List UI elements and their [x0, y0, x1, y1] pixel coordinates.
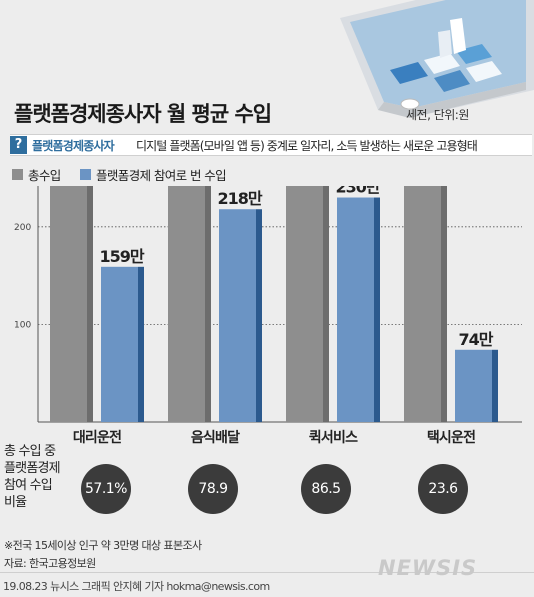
definition-text: 디지털 플랫폼(모바일 앱 등) 중계로 일자리, 소득 발생하는 새로운 고용…	[136, 139, 478, 153]
category-label: 음식배달	[191, 430, 240, 446]
survey-note: ※전국 15세이상 인구 약 3만명 대상 표본조사	[4, 539, 202, 552]
legend-item-platform: 플랫폼경제 참여로 번 수입	[80, 165, 227, 184]
bar-total	[286, 186, 323, 422]
ratio-circle-quick: 86.5	[301, 464, 351, 514]
legend-swatch-platform	[80, 169, 91, 180]
definition-row: ? 플랫폼경제종사자 디지털 플랫폼(모바일 앱 등) 중계로 일자리, 소득 …	[10, 134, 532, 156]
y-tick-label: 100	[14, 320, 31, 330]
ratio-label: 총 수입 중 플랫폼경제 참여 수입 비율	[4, 443, 61, 511]
bar-chart: 100200300279만159만대리운전277만218만음식배달266만230…	[14, 186, 522, 446]
bar-total-side	[441, 186, 447, 422]
bar-total-side	[87, 186, 93, 423]
data-label: 159만	[99, 247, 144, 266]
data-label: 230만	[335, 186, 380, 197]
data-label: 218만	[217, 189, 262, 208]
ratio-label-line: 플랫폼경제	[4, 461, 61, 476]
bar-total	[168, 186, 205, 422]
ratio-circle-food: 78.9	[188, 464, 238, 514]
legend-label-platform: 플랫폼경제 참여로 번 수입	[96, 168, 227, 183]
ratio-label-line: 총 수입 중	[4, 444, 56, 459]
bar-platform-side	[138, 266, 144, 422]
bar-platform	[219, 209, 256, 422]
legend-label-total: 총수입	[28, 168, 61, 183]
bar-total	[50, 186, 87, 423]
bar-platform	[337, 197, 374, 422]
category-label: 대리운전	[73, 429, 121, 446]
bar-platform	[101, 266, 138, 422]
legend-swatch-total	[12, 169, 23, 180]
footer-divider	[0, 572, 534, 573]
bar-platform-side	[256, 209, 262, 422]
credit-line: 19.08.23 뉴시스 그래픽 안지혜 기자 hokma@newsis.com	[3, 580, 270, 593]
newsis-logo: NEWSIS	[378, 556, 478, 580]
bar-total-side	[205, 186, 211, 422]
bar-total	[404, 186, 441, 422]
source-note: 자료: 한국고용정보원	[4, 557, 96, 570]
category-label: 택시운전	[427, 429, 475, 446]
question-icon: ?	[10, 136, 27, 154]
data-label: 74만	[459, 330, 494, 349]
definition-term: 플랫폼경제종사자	[32, 139, 115, 153]
smartphone-illustration	[340, 0, 534, 118]
bar-total-side	[323, 186, 329, 422]
app-tiles	[390, 18, 502, 92]
chart-title: 플랫폼경제종사자 월 평균 수입	[14, 102, 272, 126]
ratio-circle-taxi: 23.6	[418, 464, 468, 514]
legend-item-total: 총수입	[12, 165, 61, 184]
bar-platform-side	[374, 197, 380, 422]
bar-platform	[455, 349, 492, 422]
ratio-label-line: 참여 수입	[4, 478, 53, 493]
y-tick-label: 200	[14, 223, 31, 233]
ratio-circle-daeri: 57.1%	[81, 464, 131, 514]
unit-note: 세전, 단위:원	[406, 108, 469, 122]
category-label: 퀵서비스	[309, 430, 358, 446]
ratio-label-line: 비율	[4, 495, 27, 510]
bar-platform-side	[492, 349, 498, 422]
